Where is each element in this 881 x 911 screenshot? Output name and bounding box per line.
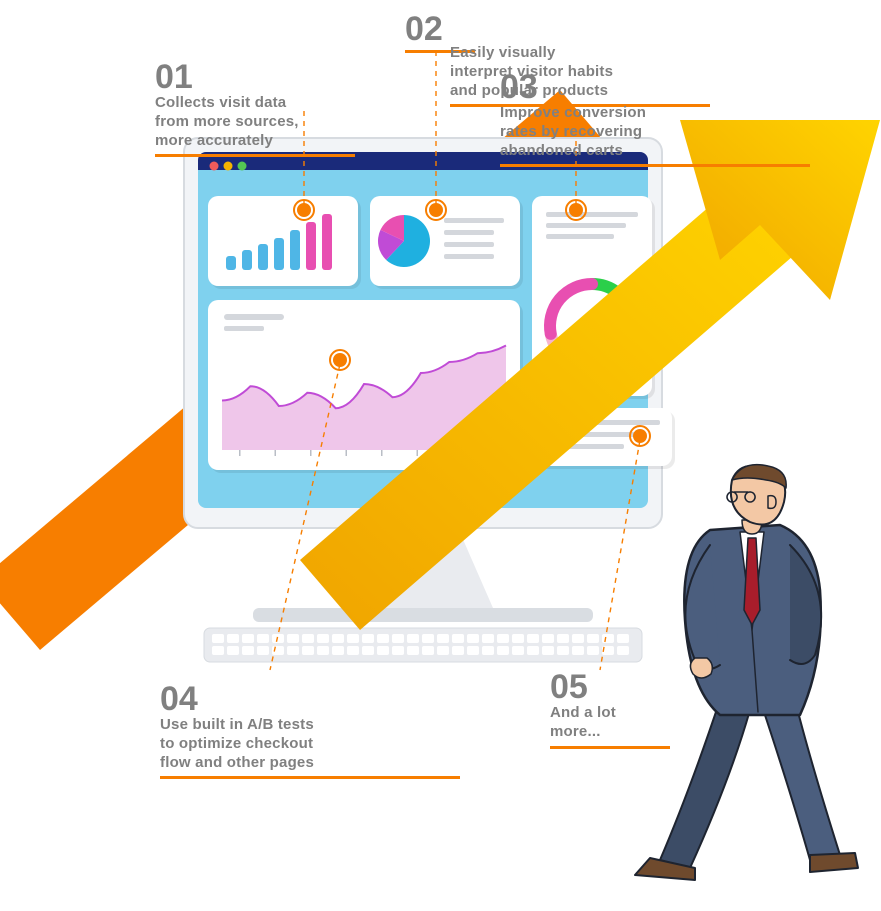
businessman	[0, 0, 881, 911]
stage: % 01Collects visit datafrom more sources…	[0, 0, 881, 911]
